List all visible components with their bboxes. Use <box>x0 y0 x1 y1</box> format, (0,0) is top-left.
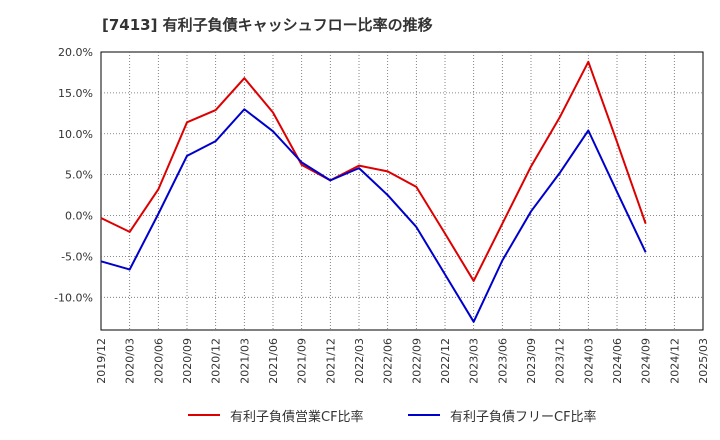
chart-title: [7413] 有利子負債キャッシュフロー比率の推移 <box>102 16 433 34</box>
x-tick-label: 2019/12 <box>95 338 108 384</box>
x-tick-label: 2024/12 <box>668 338 681 384</box>
legend-swatch-free-cf <box>408 414 440 416</box>
x-tick-label: 2023/06 <box>496 338 509 384</box>
x-tick-label: 2024/09 <box>640 338 653 384</box>
x-tick-label: 2022/09 <box>410 338 423 384</box>
x-tick-label: 2021/12 <box>324 338 337 384</box>
x-tick-label: 2020/06 <box>152 338 165 384</box>
x-tick-label: 2021/03 <box>238 338 251 384</box>
x-tick-label: 2023/09 <box>525 338 538 384</box>
x-axis-tick-labels: 2019/12 2020/03 2020/06 2020/09 2020/12 2021/… <box>95 338 710 384</box>
x-tick-label: 2025/03 <box>697 338 710 384</box>
y-tick-label: 10.0% <box>58 128 93 141</box>
x-tick-label: 2021/06 <box>267 338 280 384</box>
x-tick-label: 2020/12 <box>210 338 223 384</box>
y-tick-label: -10.0% <box>54 291 93 304</box>
y-axis-tick-labels: 20.0% 15.0% 10.0% 5.0% 0.0% -5.0% -10.0% <box>54 46 93 304</box>
x-tick-label: 2022/06 <box>382 338 395 384</box>
legend-label-free-cf: 有利子負債フリーCF比率 <box>450 409 597 425</box>
x-tick-label: 2023/03 <box>468 338 481 384</box>
x-tick-label: 2022/12 <box>439 338 452 384</box>
legend: 有利子負債営業CF比率 有利子負債フリーCF比率 <box>0 404 720 426</box>
y-tick-label: 5.0% <box>65 169 93 182</box>
x-tick-label: 2022/03 <box>353 338 366 384</box>
legend-item-free-cf: 有利子負債フリーCF比率 <box>408 404 597 426</box>
x-tick-label: 2021/09 <box>296 338 309 384</box>
x-tick-label: 2023/12 <box>554 338 567 384</box>
x-tick-label: 2024/06 <box>611 338 624 384</box>
series-line-operating-cf <box>100 60 647 282</box>
y-tick-label: 0.0% <box>65 210 93 223</box>
legend-swatch-operating-cf <box>188 414 220 416</box>
legend-label-operating-cf: 有利子負債営業CF比率 <box>230 409 364 425</box>
x-tick-label: 2020/09 <box>181 338 194 384</box>
y-tick-label: 20.0% <box>58 46 93 59</box>
y-tick-label: -5.0% <box>61 250 93 263</box>
x-tick-label: 2024/03 <box>582 338 595 384</box>
y-tick-label: 15.0% <box>58 87 93 100</box>
series-line-free-cf <box>100 108 647 323</box>
plot-area <box>100 51 704 331</box>
grid-lines <box>101 52 703 330</box>
legend-item-operating-cf: 有利子負債営業CF比率 <box>188 404 364 426</box>
x-tick-label: 2020/03 <box>124 338 137 384</box>
series-lines <box>100 60 647 323</box>
